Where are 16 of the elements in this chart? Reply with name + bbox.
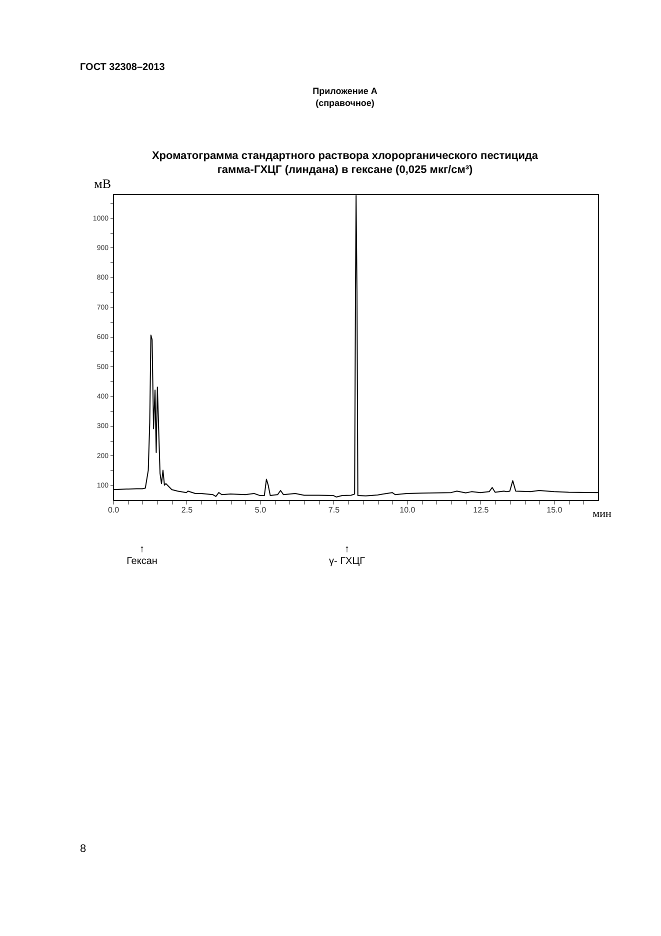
text: ↑ Гексан xyxy=(126,544,158,567)
x-tick-label: 7.5 xyxy=(328,506,340,514)
text: ГОСТ 32308–2013 xyxy=(80,62,166,73)
x-tick-label: 15.0 xyxy=(546,506,563,514)
x-axis-title: мин xyxy=(592,508,612,520)
text: ↑ γ- ГХЦГ xyxy=(328,544,366,567)
chart-title: Хроматограмма стандартного раствора хлорорганического пестицида гамма-ГХЦГ (линдана) в гексане (0,025 мкг/см³) xyxy=(152,150,539,176)
x-tick-label: 0.0 xyxy=(108,506,120,514)
x-tick-label: 2.5 xyxy=(181,506,194,514)
x-tick-label: 10.0 xyxy=(400,506,416,514)
y-axis-title: мВ xyxy=(94,176,112,191)
line-series xyxy=(113,194,598,498)
x-tick-label: 12.5 xyxy=(473,506,490,514)
text: 8 xyxy=(80,843,86,855)
x-tick-label: 5.0 xyxy=(254,506,267,514)
text: Приложение А (справочное) xyxy=(312,86,378,108)
